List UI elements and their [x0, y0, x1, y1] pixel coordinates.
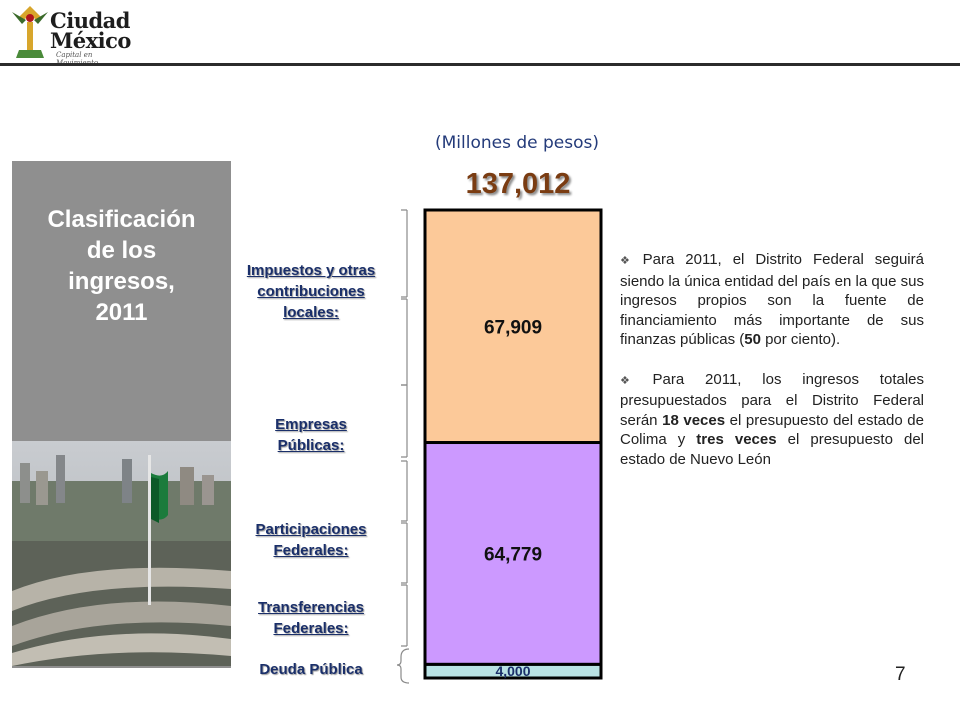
bar-segment-federales-value-label: 64,779: [484, 544, 542, 565]
slide-title-line4: 2011: [95, 299, 148, 326]
bullet-text: Para 2011, los ingresos totales presupue…: [620, 370, 924, 429]
slide-title-line1: Clasificación: [47, 206, 196, 233]
bar-segment-locales-value-label: 67,909: [484, 317, 542, 338]
bracket-ticks: [401, 584, 407, 647]
label-participaciones-line2: Federales:: [273, 542, 349, 559]
label-participaciones-line1: Participaciones: [255, 521, 367, 538]
units-caption: (Millones de pesos): [434, 133, 599, 153]
logo-word-ciudad: Ciudad: [50, 8, 130, 33]
bullet-emphasis: 18 veces: [662, 411, 726, 429]
bullet-emphasis: tres veces: [696, 431, 777, 448]
diamond-bullet-icon: ❖: [620, 374, 647, 387]
header-rule: [0, 63, 960, 66]
city-photo: [12, 441, 231, 666]
label-empresas: Empresas Públicas:: [226, 414, 396, 456]
label-transferencias: Transferencias Federales:: [226, 597, 396, 639]
stacked-bar-chart: 4,000 64,779 67,909: [396, 208, 603, 684]
label-participaciones: Participaciones Federales:: [226, 519, 396, 561]
slide-title-line3: ingresos,: [68, 268, 175, 295]
ciudad-de-mexico-logo: Ciudad México Capital en Movimiento: [10, 4, 131, 67]
curly-bracket-deuda: [396, 648, 410, 684]
label-impuestos-line3: locales:: [283, 304, 339, 321]
bracket-ticks: [401, 384, 407, 458]
label-deuda-line1: Deuda Pública: [259, 661, 363, 678]
bar-segment-deuda-value-label: 4,000: [495, 663, 530, 679]
bullet-text: por ciento).: [760, 331, 841, 348]
slide-title-line2: de los: [86, 237, 157, 264]
label-impuestos-line2: contribuciones: [257, 283, 365, 300]
bullet-text: Para 2011, el Distrito Federal seguirá s…: [620, 251, 924, 348]
bracket-ticks: [401, 298, 407, 386]
diamond-bullet-icon: ❖: [620, 255, 637, 267]
label-empresas-line1: Empresas: [275, 416, 347, 433]
logo-word-mexico: México: [50, 28, 131, 53]
label-transferencias-line1: Transferencias: [258, 599, 364, 616]
label-deuda: Deuda Pública: [226, 659, 396, 680]
page-number: 7: [895, 664, 906, 685]
bullet-emphasis: 50: [744, 331, 761, 348]
bar-segment-locales: [423, 208, 603, 445]
label-transferencias-line2: Federales:: [273, 620, 349, 637]
chart-total: 137,012: [465, 168, 571, 200]
label-impuestos: Impuestos y otras contribuciones locales…: [226, 260, 396, 323]
slide-title: Clasificación de los ingresos, 2011: [12, 204, 231, 328]
bullet-list: ❖ Para 2011, el Distrito Federal seguirá …: [620, 250, 924, 489]
bracket-ticks: [401, 209, 407, 298]
bar-segment-federales: [423, 441, 603, 666]
label-impuestos-line1: Impuestos y otras: [246, 262, 376, 279]
bullet-text: el presupuesto del estado de Colima y: [620, 411, 924, 449]
angel-emblem-icon: [12, 6, 48, 58]
bracket-ticks: [401, 460, 407, 522]
label-empresas-line2: Públicas:: [277, 437, 345, 454]
bracket-ticks: [401, 522, 407, 584]
bullet-paragraph: ❖ Para 2011, el Distrito Federal seguirá …: [620, 250, 924, 350]
bullet-text: el presupuesto del estado de Nuevo León: [620, 431, 925, 468]
bullet-paragraph: ❖ Para 2011, los ingresos totales presupu…: [620, 370, 924, 470]
